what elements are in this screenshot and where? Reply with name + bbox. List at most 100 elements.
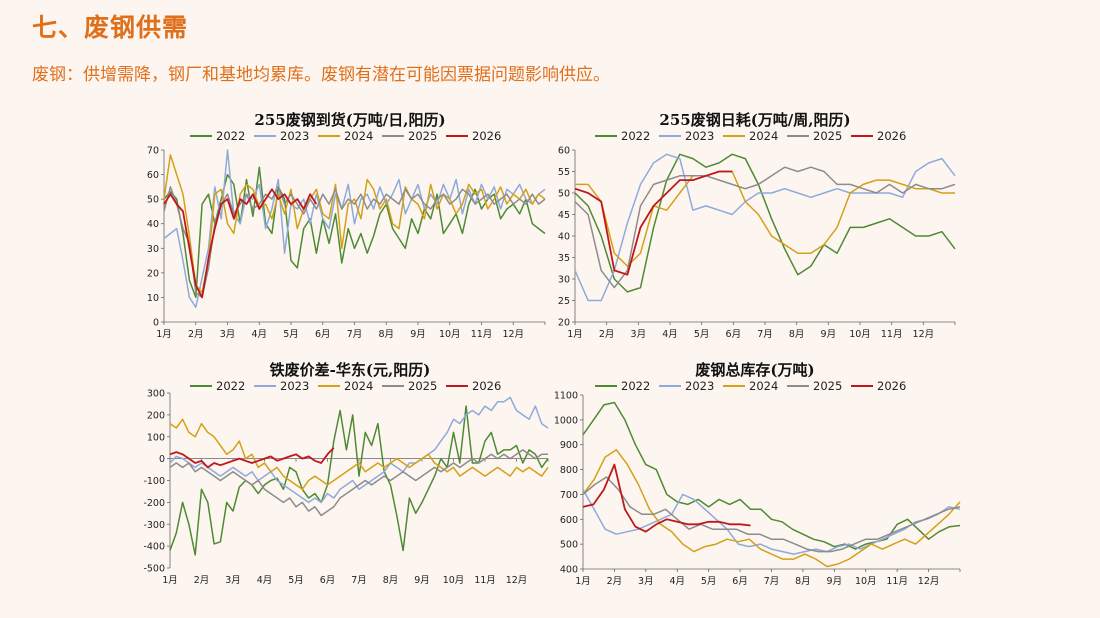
y-tick-label: 800 — [560, 465, 578, 476]
series-line-2025 — [169, 449, 548, 517]
y-tick-label: -100 — [143, 476, 165, 487]
chart-arrival: 255废钢到货(万吨/日,阳历) 2022 2023 2024 2025 2026 0 10 2… — [147, 111, 546, 340]
legend-item-2026: 2026 — [446, 379, 501, 393]
y-tick-label: 70 — [147, 146, 159, 157]
legend-label: 2026 — [877, 129, 906, 143]
x-tick-label: 3月 — [220, 329, 236, 340]
legend-item-2023: 2023 — [254, 129, 309, 143]
y-tick-label: 400 — [560, 565, 578, 576]
x-tick-label: 4月 — [257, 575, 273, 586]
y-tick-label: 20 — [558, 318, 570, 329]
y-tick-label: 60 — [558, 146, 570, 157]
x-tick-label: 10月 — [443, 575, 465, 586]
y-tick-label: 50 — [558, 189, 570, 200]
series-line-2022 — [163, 166, 546, 299]
x-tick-label: 9月 — [410, 329, 426, 340]
legend-item-2023: 2023 — [659, 379, 714, 393]
legend-item-2023: 2023 — [254, 379, 309, 393]
x-tick-label: 8月 — [795, 576, 811, 587]
chart-title: 铁废价差-华东(元,阳历) — [270, 361, 431, 379]
x-tick-label: 6月 — [732, 576, 748, 587]
x-tick-label: 7月 — [351, 575, 367, 586]
x-tick-label: 1月 — [162, 575, 178, 586]
legend-label: 2023 — [685, 379, 714, 393]
series-line-2025 — [163, 186, 546, 299]
y-tick-label: 35 — [558, 253, 570, 264]
y-tick-label: 700 — [560, 490, 578, 501]
legend-label: 2025 — [408, 379, 437, 393]
x-tick-label: 3月 — [638, 576, 654, 587]
series-line-2024 — [575, 170, 955, 267]
legend-item-2023: 2023 — [659, 129, 714, 143]
y-tick-label: 25 — [558, 296, 570, 307]
legend-label: 2025 — [813, 129, 842, 143]
legend-item-2024: 2024 — [723, 379, 778, 393]
legend-label: 2022 — [621, 379, 650, 393]
x-tick-label: 3月 — [225, 575, 241, 586]
legend-item-2022: 2022 — [595, 129, 650, 143]
x-tick-label: 3月 — [631, 329, 647, 340]
x-tick-label: 5月 — [701, 576, 717, 587]
chart-title: 255废钢到货(万吨/日,阳历) — [254, 111, 445, 129]
y-tick-label: -500 — [143, 564, 165, 575]
y-tick-label: 900 — [560, 440, 578, 451]
series-line-2025 — [574, 166, 956, 289]
page-title: 七、废钢供需 — [32, 13, 189, 42]
legend-label: 2024 — [344, 129, 373, 143]
x-tick-label: 1月 — [567, 329, 583, 340]
x-tick-label: 4月 — [662, 329, 678, 340]
y-tick-label: 30 — [147, 244, 159, 255]
y-tick-label: -200 — [143, 498, 165, 509]
y-tick-label: 1000 — [554, 415, 578, 426]
x-tick-label: 4月 — [669, 576, 685, 587]
series-line-2023 — [574, 153, 956, 302]
x-tick-label: 11月 — [471, 329, 493, 340]
x-tick-label: 9月 — [821, 329, 837, 340]
series-line-2023 — [582, 489, 961, 555]
legend-label: 2022 — [216, 379, 245, 393]
legend-label: 2024 — [749, 129, 778, 143]
x-tick-label: 7月 — [764, 576, 780, 587]
legend-label: 2026 — [472, 379, 501, 393]
x-tick-label: 12月 — [506, 575, 528, 586]
y-tick-label: 100 — [147, 432, 165, 443]
y-tick-label: 40 — [558, 232, 570, 243]
chart-price-spread: 铁废价差-华东(元,阳历) 2022 2023 2024 2025 2026 -500 -40… — [143, 361, 549, 586]
legend-item-2022: 2022 — [190, 129, 245, 143]
y-tick-label: 10 — [147, 293, 159, 304]
series-line-2022 — [582, 401, 961, 550]
x-tick-label: 11月 — [474, 575, 496, 586]
y-tick-label: 600 — [560, 515, 578, 526]
series-line-2023 — [169, 396, 549, 504]
y-tick-label: 300 — [147, 389, 165, 400]
x-tick-label: 11月 — [886, 576, 908, 587]
legend-item-2026: 2026 — [446, 129, 501, 143]
y-tick-label: 200 — [147, 410, 165, 421]
legend-item-2025: 2025 — [787, 379, 842, 393]
x-tick-label: 6月 — [315, 329, 331, 340]
series-line-2024 — [163, 154, 546, 294]
y-tick-label: 1100 — [554, 391, 578, 402]
x-tick-label: 5月 — [288, 575, 304, 586]
x-tick-label: 4月 — [251, 329, 267, 340]
series-line-2024 — [582, 448, 961, 568]
x-tick-label: 2月 — [188, 329, 204, 340]
x-tick-label: 12月 — [913, 329, 935, 340]
legend-item-2025: 2025 — [382, 129, 437, 143]
legend-label: 2022 — [216, 129, 245, 143]
x-tick-label: 5月 — [694, 329, 710, 340]
x-tick-label: 10月 — [849, 329, 871, 340]
x-tick-label: 6月 — [320, 575, 336, 586]
chart-title: 废钢总库存(万吨) — [695, 361, 814, 379]
legend-label: 2026 — [877, 379, 906, 393]
y-tick-label: 45 — [558, 210, 570, 221]
x-tick-label: 10月 — [855, 576, 877, 587]
series-line-2022 — [574, 153, 956, 293]
series-line-2026 — [582, 463, 751, 533]
x-tick-label: 1月 — [156, 329, 172, 340]
x-tick-label: 12月 — [918, 576, 940, 587]
y-tick-label: 40 — [147, 219, 159, 230]
legend-label: 2025 — [813, 379, 842, 393]
y-tick-label: -300 — [143, 520, 165, 531]
legend-item-2024: 2024 — [318, 379, 373, 393]
